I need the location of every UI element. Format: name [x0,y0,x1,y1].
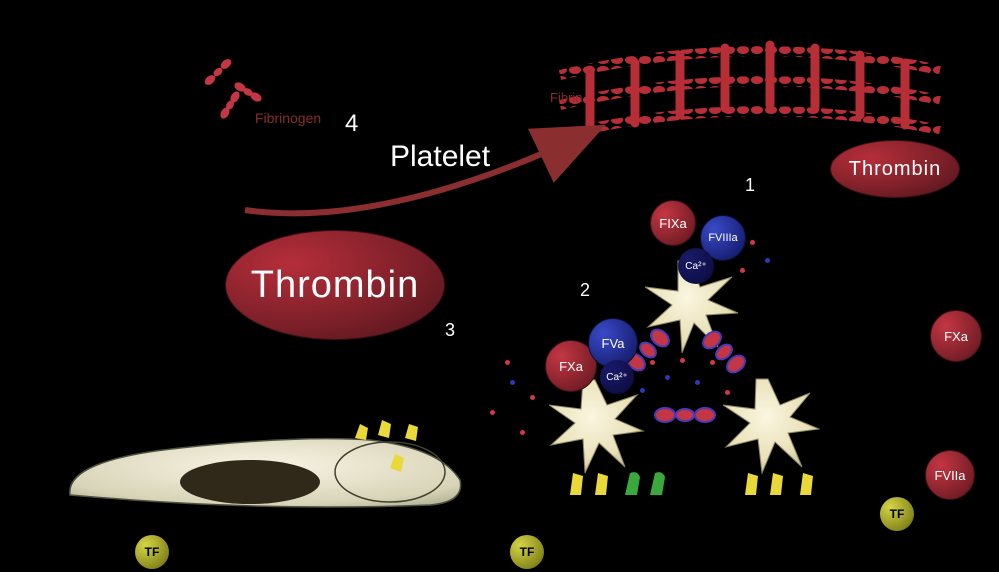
step-2: 2 [580,280,590,301]
endothelial-cell [60,400,470,515]
tf-3-label: TF [890,507,905,521]
tf-3: TF [880,497,914,531]
step-1: 1 [745,175,755,196]
factor-fviia: FVIIa [925,450,975,500]
thrombin-small-label: Thrombin [849,158,941,181]
factor-ca-mid: Ca²⁺ [600,360,634,394]
factor-ca-top: Ca²⁺ [678,248,714,284]
fibrinogen-label: Fibrinogen [255,110,321,126]
tf-2-label: TF [520,545,535,559]
thrombin-small: Thrombin [830,140,960,198]
fibrin-label: Fibrin [550,90,583,105]
tf-1: TF [135,535,169,569]
step-3: 3 [445,320,455,341]
factor-fixa: FIXa [650,200,696,246]
ca2-mid-label: Ca²⁺ [606,372,627,383]
thrombin-main: Thrombin [225,230,445,340]
platelet-receptors [555,465,835,505]
platelet-label: Platelet [390,140,490,174]
factor-fxa-right: FXa [930,310,982,362]
step-4: 4 [345,110,358,138]
thrombin-main-label: Thrombin [251,264,420,307]
fviia-label: FVIIa [934,468,965,483]
tf-1-label: TF [145,545,160,559]
fva-label: FVa [602,336,625,351]
fxa-mid-label: FXa [559,359,583,374]
fviiia-label: FVIIIa [708,232,737,244]
fxa-right-label: FXa [944,329,968,344]
ca2-top-label: Ca²⁺ [685,261,706,272]
fixa-label: FIXa [659,216,686,231]
tf-2: TF [510,535,544,569]
